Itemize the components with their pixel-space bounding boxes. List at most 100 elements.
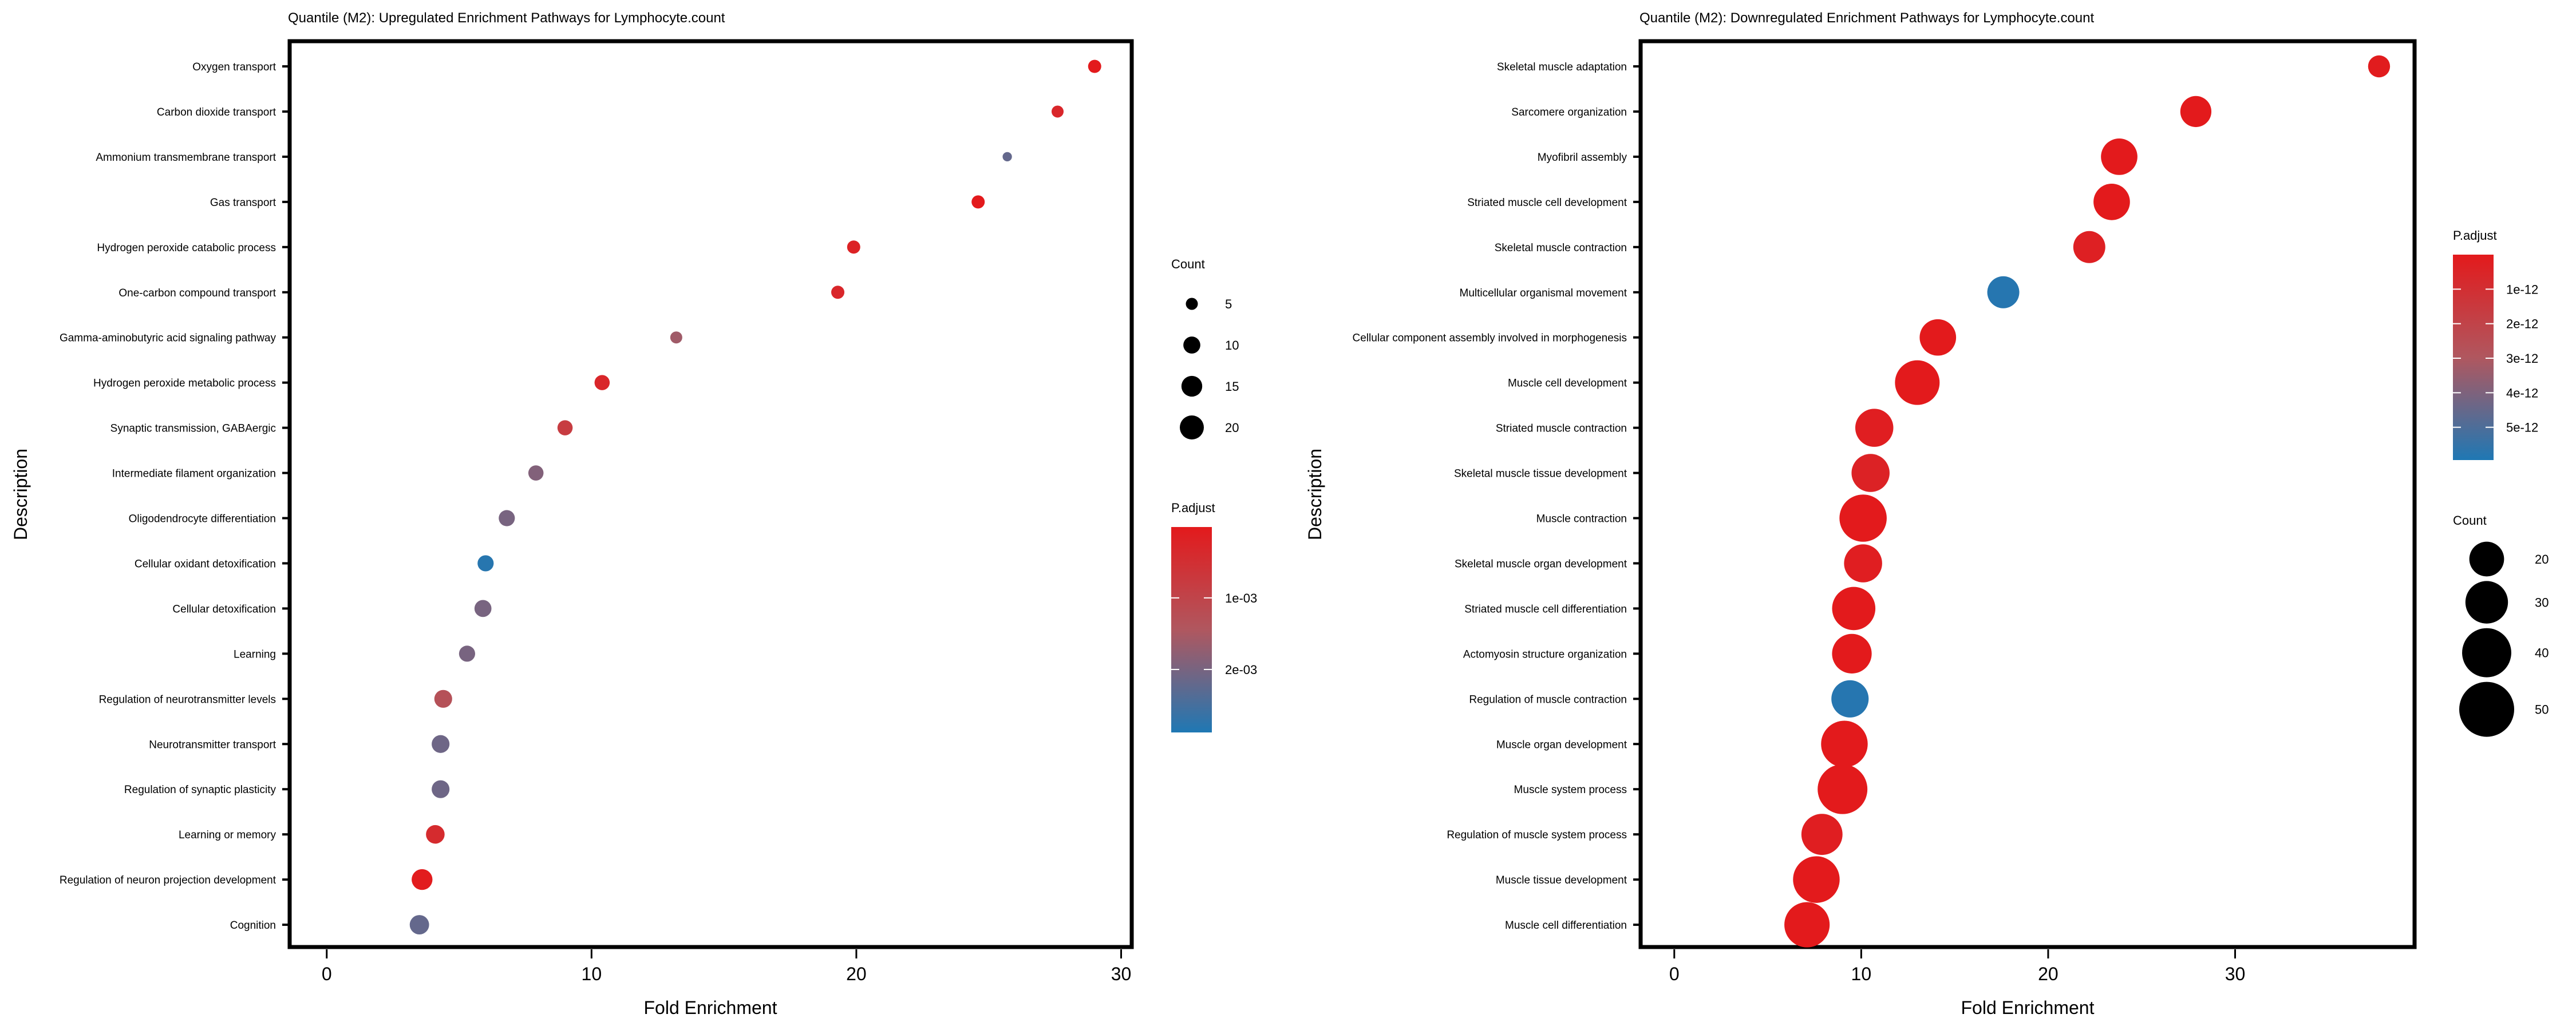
data-point	[2368, 55, 2391, 78]
data-point	[1987, 276, 2020, 308]
count-legend-label: 15	[1225, 379, 1239, 394]
y-tick-label: One-carbon compound transport	[118, 287, 276, 299]
y-tick-label: Muscle tissue development	[1496, 874, 1627, 886]
colorbar-label: 2e-12	[2506, 317, 2538, 331]
y-tick-label: Striated muscle cell differentiation	[1464, 603, 1627, 615]
padjust-legend: P.adjust 1e-12 2e-12 3e-12 4e-12 5e-12	[2453, 228, 2538, 460]
y-tick-label: Muscle contraction	[1536, 513, 1627, 525]
count-legend-key	[1181, 375, 1203, 397]
data-point	[1832, 633, 1872, 674]
data-point	[1851, 454, 1890, 492]
y-tick-label: Regulation of neurotransmitter levels	[99, 694, 276, 706]
data-point	[847, 240, 860, 254]
padjust-legend-title: P.adjust	[1171, 501, 1215, 515]
count-legend-label: 5	[1225, 297, 1232, 311]
data-point	[1832, 587, 1876, 631]
count-legend: Count 20 30 40 50	[2453, 513, 2549, 737]
y-tick-label: Learning	[234, 648, 276, 660]
x-axis: 0 10 20 30	[322, 949, 1131, 984]
chart-title: Quantile (M2): Upregulated Enrichment Pa…	[288, 10, 725, 26]
data-point	[971, 195, 985, 209]
y-tick-label: Regulation of muscle system process	[1447, 829, 1627, 841]
y-tick-label: Synaptic transmission, GABAergic	[110, 423, 276, 435]
data-point	[2093, 184, 2130, 220]
chart-title: Quantile (M2): Downregulated Enrichment …	[1639, 10, 2094, 26]
data-point	[557, 420, 573, 435]
data-point	[2180, 96, 2212, 128]
data-point	[670, 331, 682, 344]
colorbar-label: 1e-03	[1225, 591, 1257, 605]
y-tick-label: Cognition	[230, 920, 276, 932]
y-tick-label: Muscle system process	[1514, 784, 1627, 796]
data-point	[1919, 319, 1957, 356]
x-tick-label: 30	[1111, 964, 1132, 984]
padjust-legend: P.adjust 1e-03 2e-03	[1171, 501, 1257, 732]
count-legend-key	[1180, 415, 1204, 439]
plot-panel-border	[1638, 39, 2417, 949]
y-tick-label: Skeletal muscle contraction	[1495, 242, 1627, 254]
count-legend-label: 50	[2535, 703, 2549, 717]
x-tick-label: 0	[1669, 964, 1680, 984]
x-axis-title: Fold Enrichment	[644, 997, 777, 1018]
y-tick-label: Intermediate filament organization	[112, 468, 276, 480]
data-point	[459, 645, 476, 662]
plot-panel-border	[287, 39, 1134, 949]
y-tick-label: Carbon dioxide transport	[157, 106, 276, 118]
padjust-colorbar	[2453, 255, 2494, 460]
padjust-colorbar	[1171, 527, 1212, 732]
count-legend-label: 20	[1225, 421, 1239, 435]
y-axis: Skeletal muscle adaptation Sarcomere orga…	[1353, 61, 1639, 932]
points	[409, 60, 1101, 934]
count-legend-title: Count	[2453, 513, 2487, 528]
data-point	[409, 915, 429, 934]
colorbar-label: 3e-12	[2506, 351, 2538, 366]
y-tick-label: Cellular component assembly involved in …	[1353, 332, 1627, 344]
y-tick-label: Cellular detoxification	[172, 603, 276, 615]
y-tick-label: Hydrogen peroxide catabolic process	[97, 242, 276, 254]
data-point	[1051, 105, 1064, 118]
y-tick-label: Skeletal muscle tissue development	[1454, 468, 1627, 480]
points	[1784, 55, 2391, 948]
data-point	[1818, 764, 1868, 814]
data-point	[432, 780, 450, 798]
colorbar-label: 4e-12	[2506, 386, 2538, 400]
x-tick-label: 20	[846, 964, 867, 984]
y-tick-label: Regulation of muscle contraction	[1469, 694, 1627, 706]
count-legend-label: 20	[2535, 552, 2549, 566]
data-point	[1844, 544, 1882, 583]
data-point	[528, 465, 544, 481]
data-point	[434, 690, 452, 708]
x-tick-label: 10	[582, 964, 602, 984]
data-point	[1895, 360, 1940, 405]
count-legend-key	[1186, 298, 1198, 310]
count-legend-key	[2462, 628, 2511, 678]
count-legend-label: 10	[1225, 338, 1239, 352]
data-point	[499, 510, 515, 526]
y-tick-label: Ammonium transmembrane transport	[96, 152, 276, 164]
data-point	[432, 735, 450, 753]
y-tick-label: Muscle cell development	[1508, 378, 1627, 390]
y-tick-label: Sarcomere organization	[1511, 106, 1627, 118]
y-tick-label: Muscle organ development	[1496, 739, 1627, 751]
colorbar-label: 1e-12	[2506, 282, 2538, 296]
data-point	[477, 555, 494, 572]
x-tick-label: 20	[2038, 964, 2059, 984]
y-tick-label: Cellular oxidant detoxification	[135, 558, 276, 570]
data-point	[1793, 856, 1840, 903]
y-tick-label: Learning or memory	[179, 829, 276, 841]
count-legend-key	[2469, 541, 2504, 577]
padjust-legend-title: P.adjust	[2453, 228, 2497, 243]
y-tick-label: Gas transport	[210, 197, 276, 209]
data-point	[1831, 680, 1869, 718]
y-axis-title: Description	[1305, 449, 1325, 540]
y-tick-label: Oxygen transport	[192, 61, 276, 73]
y-tick-label: Hydrogen peroxide metabolic process	[93, 378, 276, 390]
y-tick-label: Regulation of synaptic plasticity	[124, 784, 276, 796]
y-axis-title: Description	[10, 449, 31, 540]
data-point	[474, 600, 492, 617]
count-legend-key	[2465, 581, 2508, 624]
x-tick-label: 10	[1851, 964, 1872, 984]
count-legend-key	[2459, 682, 2514, 737]
data-point	[1801, 814, 1843, 855]
